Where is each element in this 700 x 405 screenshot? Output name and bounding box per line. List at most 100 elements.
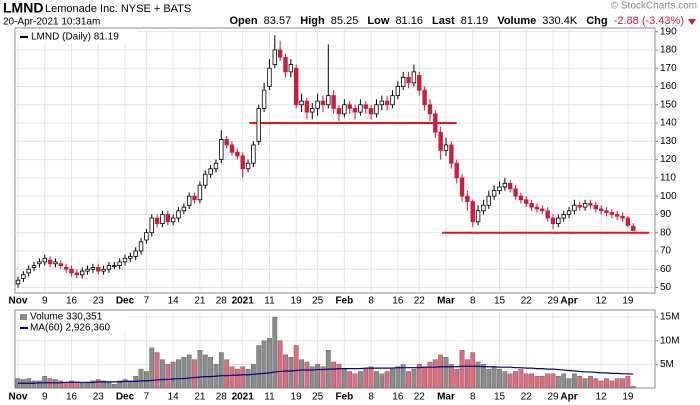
legend-bg bbox=[18, 31, 138, 43]
volume-bar bbox=[42, 375, 48, 389]
candle-body bbox=[593, 204, 598, 210]
volume-bar bbox=[250, 364, 256, 389]
volume-bar bbox=[293, 345, 299, 389]
volume-bar bbox=[358, 371, 363, 389]
x-tick-label: 21 bbox=[194, 296, 206, 307]
candle-body bbox=[438, 131, 443, 151]
x-tick-label: 29 bbox=[547, 296, 559, 307]
quote-label: Open bbox=[229, 15, 257, 27]
candle-body bbox=[631, 225, 636, 231]
candle-body bbox=[272, 49, 277, 65]
volume-bar bbox=[555, 375, 561, 389]
candle-body bbox=[85, 268, 90, 272]
volume-bar bbox=[513, 371, 518, 389]
candle-body bbox=[331, 95, 336, 109]
legend-icon bbox=[20, 314, 27, 320]
quote-label: High bbox=[300, 15, 325, 27]
volume-bar bbox=[614, 378, 620, 389]
candle-body bbox=[101, 268, 106, 272]
volume-bar bbox=[406, 371, 411, 389]
volume-bar bbox=[58, 380, 64, 389]
x-tick-label: 23 bbox=[93, 296, 105, 307]
x-tick-label: Nov bbox=[9, 392, 28, 403]
candle-body bbox=[625, 217, 631, 226]
volume-bar bbox=[416, 364, 422, 389]
volume-bar bbox=[523, 373, 529, 389]
candle-body bbox=[197, 184, 203, 201]
x-tick-label: Mar bbox=[437, 296, 455, 307]
volume-bar bbox=[604, 378, 609, 389]
x-tick-label: 12 bbox=[596, 296, 608, 307]
volume-bar bbox=[133, 375, 139, 389]
candle-body bbox=[42, 257, 47, 263]
candle-body bbox=[208, 168, 213, 175]
candle-body bbox=[400, 76, 406, 87]
candle-body bbox=[475, 210, 481, 223]
x-tick-label: 7 bbox=[144, 392, 150, 403]
candle-body bbox=[406, 76, 411, 84]
volume-bar bbox=[577, 375, 583, 389]
volume-bar bbox=[31, 380, 37, 389]
candle-body bbox=[609, 212, 615, 215]
volume-bar bbox=[170, 361, 176, 389]
y-tick-label: 170 bbox=[660, 63, 677, 74]
marks bbox=[15, 35, 650, 389]
x-tick-label: 14 bbox=[168, 392, 180, 403]
candle-body bbox=[358, 104, 363, 113]
candle-body bbox=[459, 177, 465, 197]
y-tick-label: 160 bbox=[660, 81, 677, 92]
quote-value: 85.25 bbox=[331, 15, 359, 27]
volume-bar bbox=[443, 357, 449, 389]
y-tick-label: 100 bbox=[660, 191, 677, 202]
x-tick-label: 21 bbox=[194, 392, 206, 403]
candle-body bbox=[21, 274, 26, 279]
volume-bar bbox=[272, 316, 278, 389]
volume-bar bbox=[320, 366, 326, 389]
volume-bar bbox=[465, 359, 470, 389]
candle-body bbox=[577, 204, 582, 208]
candle-body bbox=[251, 144, 256, 164]
x-tick-label: 28 bbox=[216, 392, 228, 403]
candle-body bbox=[229, 144, 235, 153]
x-tick-label: 9 bbox=[42, 392, 48, 403]
x-tick-label: 22 bbox=[521, 296, 533, 307]
candle-body bbox=[96, 267, 101, 272]
volume-bar bbox=[176, 359, 181, 389]
candle-body bbox=[122, 257, 128, 263]
candle-body bbox=[465, 195, 470, 203]
candle-body bbox=[315, 100, 320, 109]
ma-line bbox=[18, 365, 634, 384]
volume-bar bbox=[138, 368, 144, 389]
candle-body bbox=[433, 113, 438, 133]
candle-body bbox=[540, 208, 545, 212]
y-tick-label: 180 bbox=[660, 45, 677, 56]
candle-body bbox=[326, 95, 331, 106]
x-tick-label: 16 bbox=[392, 296, 404, 307]
candle-body bbox=[497, 186, 502, 192]
candle-body bbox=[422, 89, 427, 106]
x-tick-label: 12 bbox=[596, 392, 608, 403]
volume-bar bbox=[374, 371, 379, 389]
volume-bar bbox=[395, 366, 401, 389]
volume-bar bbox=[390, 368, 395, 389]
candle-body bbox=[518, 195, 524, 201]
candle-body bbox=[293, 67, 299, 106]
volume-bar bbox=[304, 361, 310, 389]
volume-bar bbox=[561, 373, 567, 389]
candle-body bbox=[240, 155, 245, 170]
quote-value: 330.4K bbox=[542, 15, 578, 27]
quote-label: Chg bbox=[586, 15, 607, 27]
volume-bar bbox=[79, 383, 85, 389]
candle-body bbox=[235, 151, 240, 157]
candle-body bbox=[69, 268, 74, 274]
volume-bar bbox=[186, 354, 192, 389]
volume-bar bbox=[95, 379, 101, 389]
volume-bar bbox=[315, 364, 320, 389]
candle-body bbox=[267, 67, 272, 87]
candle-body bbox=[181, 206, 187, 212]
volume-bar bbox=[363, 368, 369, 389]
candle-body bbox=[572, 204, 577, 212]
candle-body bbox=[31, 265, 37, 268]
candle-body bbox=[534, 206, 540, 210]
volume-bar bbox=[101, 380, 107, 389]
